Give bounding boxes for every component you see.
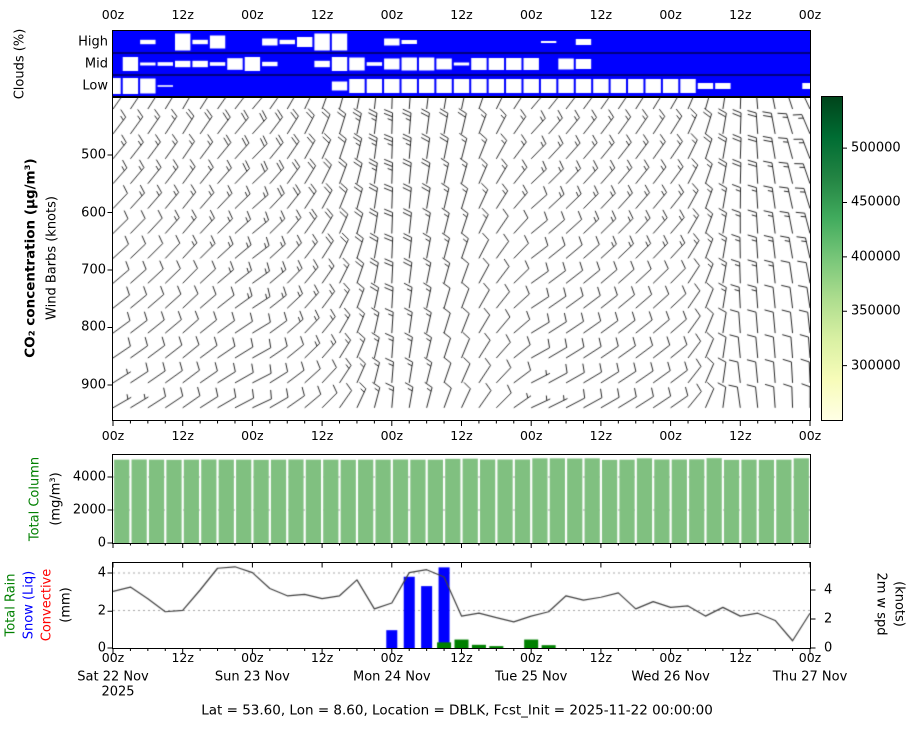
clouds-axis-label: Clouds (%) (12, 28, 28, 100)
time-tick-label: 00z (241, 6, 264, 22)
time-tick-label: 12z (589, 427, 613, 443)
colorbar-tick-label: 500000 (851, 140, 901, 156)
pressure-tick-label: 700 (81, 262, 106, 278)
time-tick-label: 00z (101, 649, 125, 665)
time-tick-label: 00z (798, 6, 822, 22)
cloud-row-label: High (78, 34, 108, 50)
time-tick-label: 12z (450, 649, 473, 665)
wind-speed-axis-label-2: (knots) (891, 581, 907, 627)
time-tick-label: 12z (589, 6, 613, 22)
time-tick-label: 12z (310, 649, 334, 665)
time-tick-label: 00z (380, 427, 404, 443)
time-tick-label: 12z (589, 649, 613, 665)
time-tick-label: 00z (659, 427, 682, 443)
co2-axis-label: CO₂ concentration (µg/m³) (22, 158, 39, 358)
figure-caption: Lat = 53.60, Lon = 8.60, Location = DBLK… (201, 702, 713, 719)
precip-left-tick-label: 2 (97, 603, 106, 618)
time-tick-label: 12z (450, 6, 473, 22)
colorbar-tick-label: 300000 (851, 358, 901, 374)
colorbar (821, 96, 843, 421)
total-rain-label: Total Rain (3, 573, 19, 637)
date-label: Tue 25 Nov (494, 669, 568, 685)
colorbar-tick-label: 450000 (851, 194, 901, 210)
wind-speed-axis-label-1: 2m w spd (873, 572, 889, 636)
year-label: 2025 (101, 684, 135, 700)
time-tick-label: 00z (519, 427, 543, 443)
pressure-tick-label: 600 (81, 205, 106, 221)
time-tick-label: 12z (171, 427, 194, 443)
total-column-units-label: (mg/m³) (48, 472, 64, 526)
pressure-tick-label: 800 (81, 319, 106, 335)
time-tick-label: 00z (659, 6, 682, 22)
cloud-row-label: Low (82, 78, 108, 94)
wind-barbs-axis-label: Wind Barbs (knots) (44, 196, 60, 320)
time-tick-label: 12z (171, 6, 194, 22)
time-tick-label: 00z (798, 649, 822, 665)
time-tick-label: 12z (729, 649, 752, 665)
time-tick-label: 00z (519, 6, 543, 22)
time-tick-label: 12z (310, 6, 334, 22)
date-label: Mon 24 Nov (353, 669, 431, 685)
time-tick-label: 00z (101, 6, 125, 22)
time-tick-label: 00z (380, 6, 404, 22)
time-tick-label: 12z (450, 427, 473, 443)
time-tick-label: 00z (659, 649, 682, 665)
precip-left-tick-label: 4 (97, 565, 106, 581)
time-tick-label: 00z (798, 427, 822, 443)
colorbar-tick-label: 400000 (851, 249, 901, 265)
pressure-tick-label: 900 (81, 377, 106, 393)
wind-speed-tick-label: 4 (824, 582, 833, 598)
time-tick-label: 12z (171, 649, 194, 665)
time-tick-label: 00z (519, 649, 543, 665)
precip-left-tick-label: 0 (97, 640, 106, 656)
date-label: Sun 23 Nov (214, 669, 290, 685)
total-column-canvas (112, 454, 811, 544)
colorbar-tick-label: 350000 (851, 303, 901, 319)
time-tick-label: 12z (310, 427, 334, 443)
date-label: Wed 26 Nov (631, 669, 710, 685)
cloud-row-label: Mid (84, 56, 108, 72)
snow-liq-label: Snow (Liq) (21, 570, 37, 640)
precip-units-label: (mm) (58, 587, 74, 623)
time-tick-label: 00z (241, 427, 264, 443)
total-column-tick-label: 0 (97, 535, 106, 551)
clouds-canvas (112, 30, 811, 98)
pressure-tick-label: 500 (81, 147, 106, 163)
time-tick-label: 00z (101, 427, 125, 443)
precip-wind-canvas (112, 562, 811, 649)
total-column-tick-label: 2000 (72, 502, 106, 518)
wind-speed-tick-label: 2 (824, 611, 833, 627)
date-label: Sat 22 Nov (77, 669, 149, 685)
time-tick-label: 00z (241, 649, 264, 665)
convective-label: Convective (39, 568, 55, 642)
co2-wind-barbs-canvas (112, 96, 811, 421)
time-tick-label: 00z (380, 649, 404, 665)
total-column-tick-label: 4000 (72, 469, 106, 485)
time-tick-label: 12z (729, 6, 752, 22)
total-column-axis-label: Total Column (27, 456, 43, 542)
date-label: Thu 27 Nov (772, 669, 848, 685)
time-tick-label: 12z (729, 427, 752, 443)
wind-speed-tick-label: 0 (824, 640, 833, 656)
